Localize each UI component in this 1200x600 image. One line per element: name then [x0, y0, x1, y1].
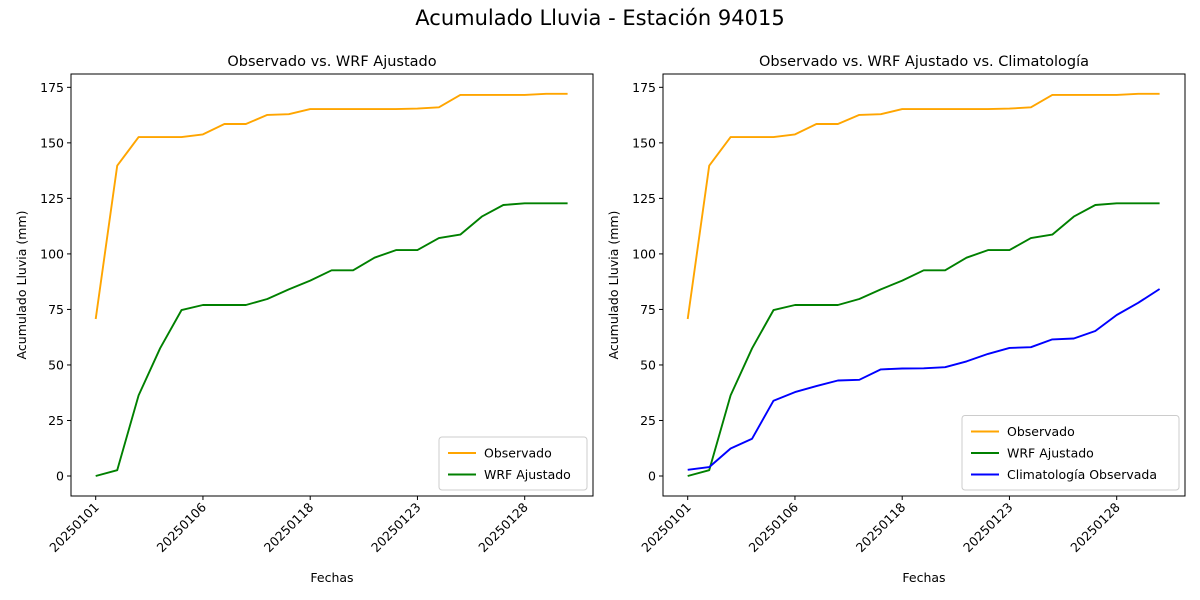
- series-line-wrf-ajustado: [95, 202, 568, 477]
- y-tick-label: 25: [640, 413, 656, 428]
- y-tick-label: 50: [48, 357, 64, 372]
- y-tick-label: 175: [40, 80, 64, 95]
- y-tick-label: 125: [632, 191, 656, 206]
- x-axis-label: Fechas: [310, 570, 353, 585]
- chart-right: Observado vs. WRF Ajustado vs. Climatolo…: [606, 54, 1186, 585]
- figure-title: Acumulado Lluvia - Estación 94015: [415, 6, 785, 30]
- chart-title: Observado vs. WRF Ajustado: [227, 54, 436, 70]
- series-line-observado: [686, 92, 1160, 320]
- legend: Observado WRF Ajustado: [438, 436, 588, 491]
- legend: Observado WRF Ajustado Climatología Observ…: [961, 415, 1180, 491]
- y-tick-label: 100: [40, 246, 64, 261]
- x-tick-label: 20250106: [745, 499, 801, 555]
- y-tick-label: 175: [632, 80, 656, 95]
- legend-box: [961, 415, 1180, 491]
- y-axis-label: Acumulado Lluvia (mm): [606, 211, 621, 360]
- y-tick-label: 0: [648, 469, 656, 484]
- legend-entry: WRF Ajustado: [1007, 446, 1094, 461]
- y-axis-label: Acumulado Lluvia (mm): [14, 211, 29, 360]
- series-line-climatolog-a-observada: [687, 288, 1161, 471]
- legend-entry: WRF Ajustado: [484, 467, 571, 482]
- x-tick-label: 20250128: [1067, 499, 1123, 555]
- y-tick-label: 25: [48, 413, 64, 428]
- y-tick-label: 150: [632, 135, 656, 150]
- y-tick-label: 125: [40, 191, 64, 206]
- legend-entry: Observado: [1007, 424, 1075, 439]
- x-tick-label: 20250118: [853, 499, 909, 555]
- series-line-observado: [94, 92, 568, 320]
- axes-frame: [70, 73, 594, 497]
- x-tick-label: 20250118: [261, 499, 317, 555]
- y-tick-label: 75: [640, 302, 656, 317]
- series-line-wrf-ajustado: [687, 202, 1160, 477]
- x-axis-label: Fechas: [902, 570, 945, 585]
- axes-frame: [662, 73, 1186, 497]
- y-tick-label: 150: [40, 135, 64, 150]
- y-tick-label: 50: [640, 357, 656, 372]
- y-tick-label: 100: [632, 246, 656, 261]
- x-tick-label: 20250101: [638, 500, 694, 556]
- x-tick-label: 20250123: [368, 500, 424, 556]
- chart-left: Observado vs. WRF Ajustado 0 25 50 75 100 125 1…: [14, 54, 594, 585]
- chart-title: Observado vs. WRF Ajustado vs. Climatolo…: [759, 54, 1089, 70]
- legend-entry: Observado: [484, 446, 552, 461]
- x-tick-label: 20250101: [46, 500, 102, 556]
- x-tick-label: 20250106: [153, 499, 209, 555]
- x-tick-label: 20250128: [475, 499, 531, 555]
- y-tick-label: 0: [56, 469, 64, 484]
- y-tick-label: 75: [48, 302, 64, 317]
- legend-box: [438, 436, 588, 491]
- x-tick-label: 20250123: [960, 500, 1016, 556]
- legend-entry: Climatología Observada: [1007, 467, 1157, 482]
